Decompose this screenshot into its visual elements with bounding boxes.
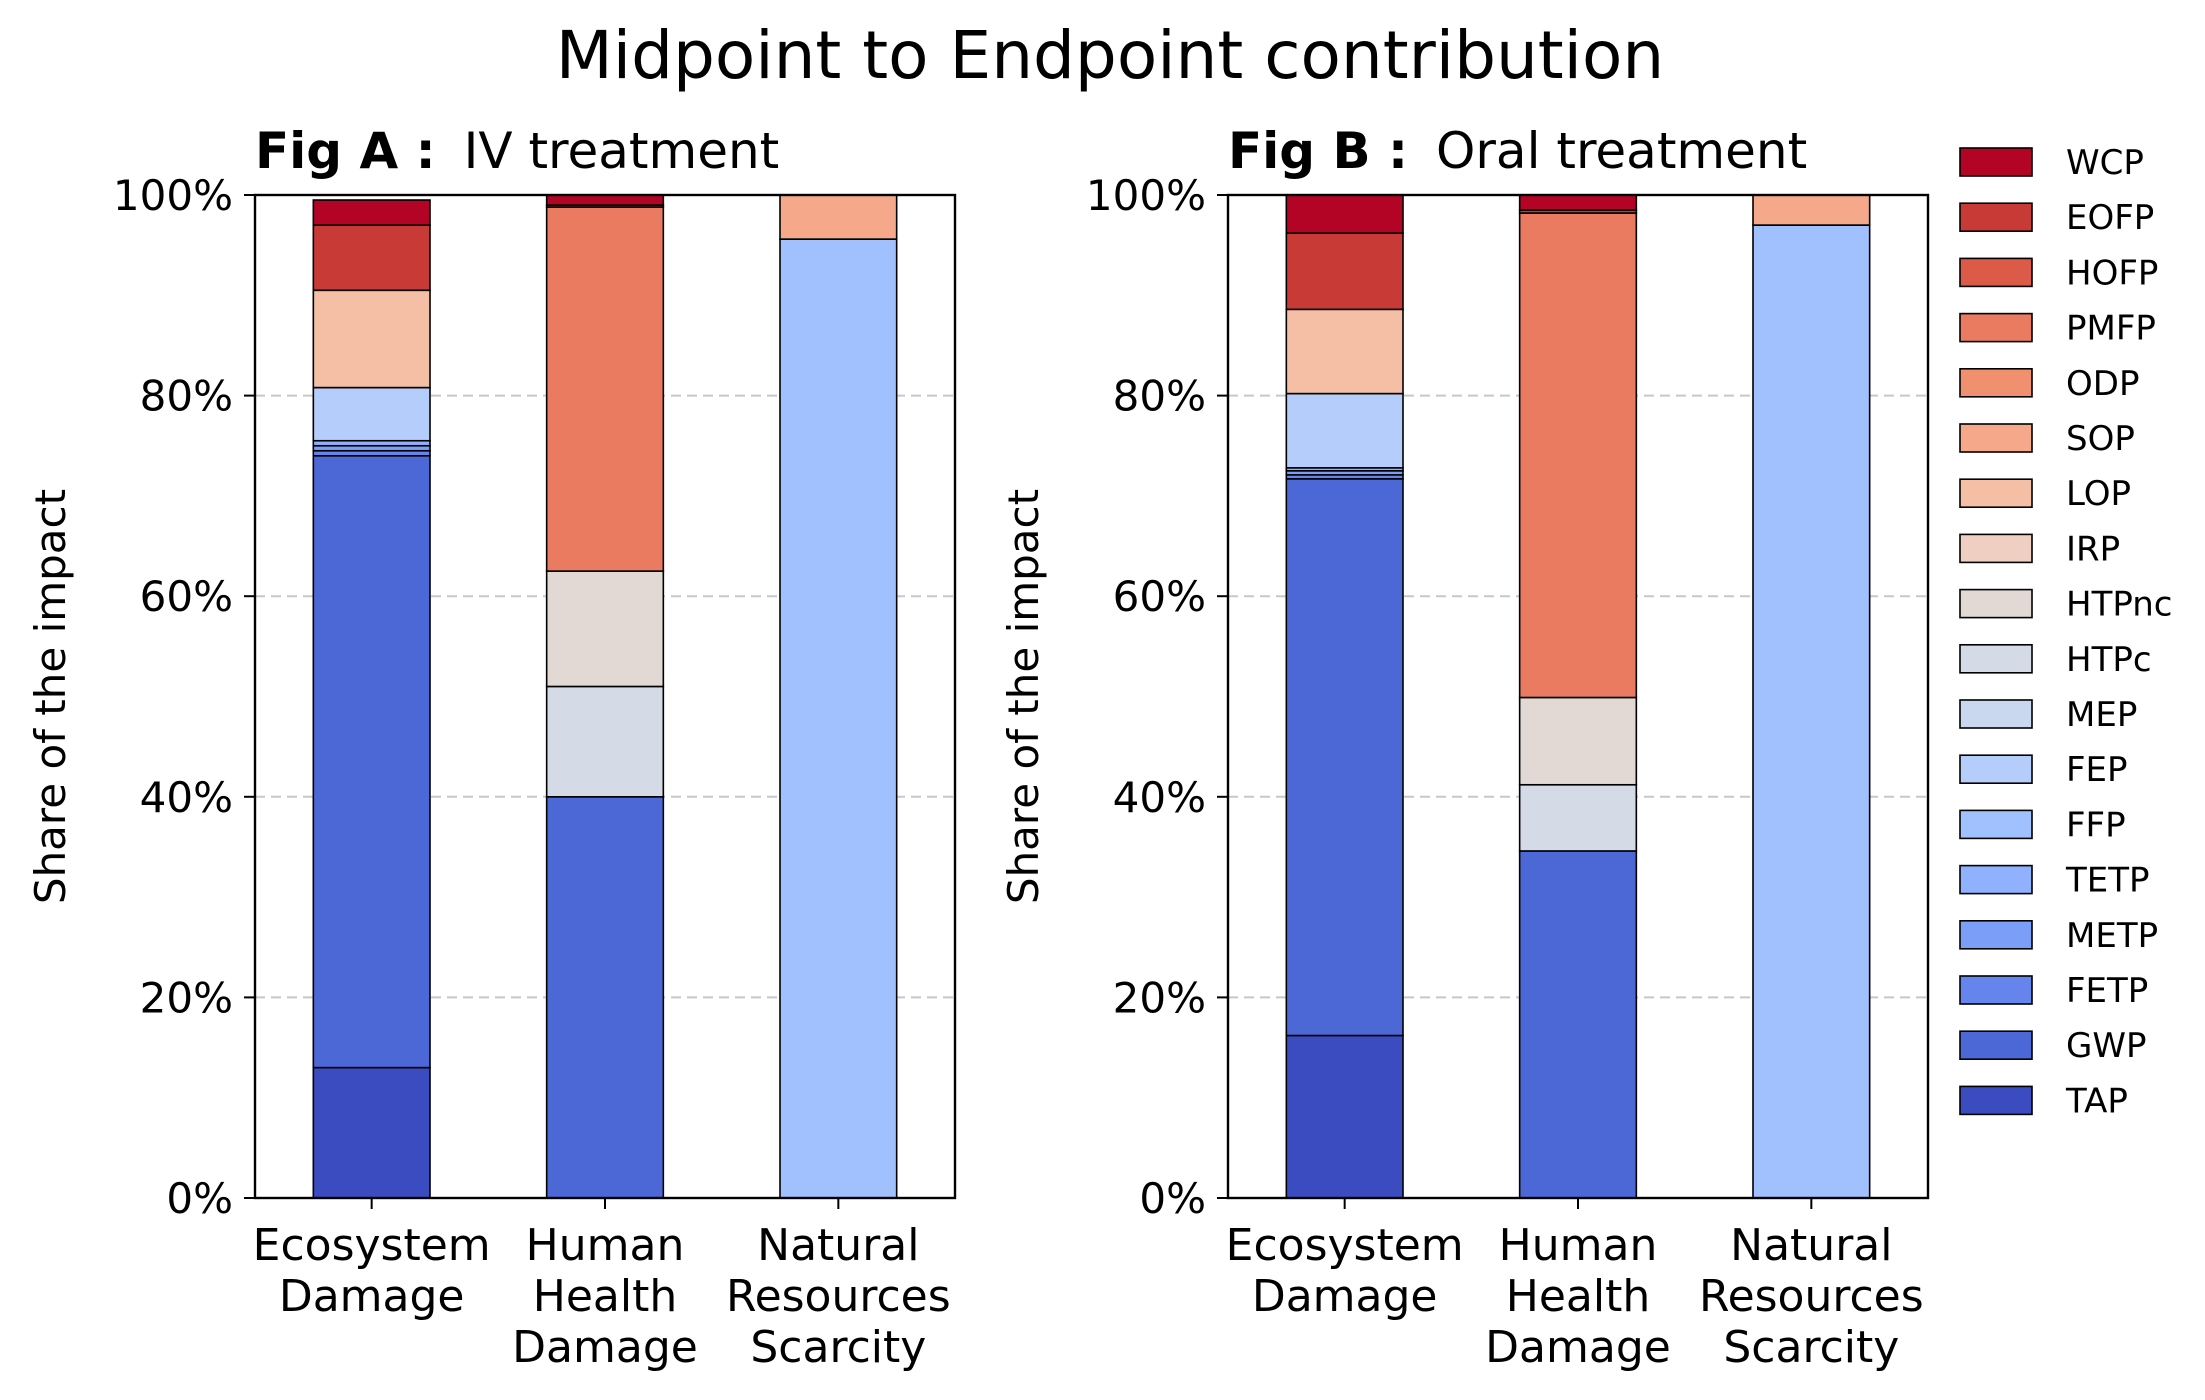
y-tick-label: 40% (140, 773, 233, 822)
bar-segment-lop (312, 289, 431, 389)
y-tick-label: 80% (140, 372, 233, 421)
x-tick-label: Ecosystem Damage (1226, 1220, 1464, 1322)
y-tick-label: 100% (113, 171, 233, 220)
y-tick-label: 100% (1086, 171, 1206, 220)
legend-swatch-fetp (1959, 975, 2033, 1005)
legend-swatch-irp (1959, 533, 2033, 564)
legend-swatch-lop (1959, 478, 2033, 509)
legend-swatch-ffp (1959, 809, 2033, 840)
legend-label-metp: METP (2066, 916, 2158, 956)
x-tick-label: Human Health Damage (1485, 1220, 1671, 1373)
bar-segment-htpc (545, 685, 665, 798)
legend-label-htpnc: HTPnc (2066, 585, 2172, 625)
legend-swatch-pmfp (1959, 312, 2033, 343)
bar-segment-wcp (312, 199, 431, 226)
legend-label-wcp: WCP (2066, 143, 2144, 183)
y-axis-label: Share of the impact (26, 489, 75, 904)
y-tick-label: 60% (1113, 572, 1206, 621)
bar-segment-pmfp (545, 206, 665, 572)
bar-segment-ffp (1752, 224, 1871, 1199)
x-tick-label: Natural Resources Scarcity (1699, 1220, 1924, 1373)
x-tick-label: Natural Resources Scarcity (726, 1220, 951, 1373)
legend-swatch-sop (1959, 423, 2033, 453)
bar-segment-eofp (312, 224, 431, 292)
legend-label-tetp: TETP (2065, 861, 2150, 901)
legend-swatch-htpc (1959, 643, 2033, 674)
y-tick-label: 40% (1113, 773, 1206, 822)
legend-label-gwp: GWP (2066, 1026, 2146, 1066)
legend-swatch-fep (1959, 754, 2033, 785)
y-tick-label: 60% (140, 572, 233, 621)
legend-label-eofp: EOFP (2066, 198, 2154, 238)
bar-segment-eofp (1285, 232, 1404, 311)
panel-title: Fig A : IV treatment (255, 122, 779, 180)
y-tick-label: 20% (140, 973, 233, 1022)
bar-segment-wcp (1285, 194, 1404, 234)
legend-swatch-metp (1959, 919, 2033, 950)
bar-segment-gwp (545, 795, 665, 1199)
axes-frame (1226, 193, 1930, 1200)
bar-segment-htpnc (545, 570, 665, 688)
legend-label-mep: MEP (2066, 695, 2137, 735)
legend-label-sop: SOP (2066, 419, 2135, 459)
legend-swatch-odp (1959, 367, 2033, 398)
y-tick-label: 0% (166, 1174, 233, 1223)
y-tick-label: 0% (1139, 1174, 1206, 1223)
y-tick-label: 20% (1113, 973, 1206, 1022)
bar-segment-htpnc (1518, 696, 1638, 786)
bar-segment-gwp (1518, 850, 1638, 1199)
bar-segment-fep (312, 386, 431, 442)
bar-segment-sop (1752, 194, 1871, 226)
bar-segment-fep (1285, 392, 1404, 469)
bar-segment-wcp (1518, 194, 1638, 211)
bar-segment-gwp (1285, 478, 1404, 1037)
legend-label-fep: FEP (2066, 750, 2128, 790)
legend-swatch-tetp (1959, 864, 2033, 895)
legend-label-ffp: FFP (2066, 805, 2126, 845)
legend-label-pmfp: PMFP (2066, 309, 2156, 349)
panel-title: Fig B : Oral treatment (1228, 122, 1807, 180)
legend-swatch-mep (1959, 699, 2033, 729)
legend-swatch-htpnc (1959, 588, 2033, 619)
legend-label-lop: LOP (2066, 474, 2131, 514)
legend-label-htpc: HTPc (2066, 640, 2152, 680)
bar-segment-tap (312, 1066, 431, 1199)
bar-segment-wcp (545, 194, 665, 206)
legend: WCP EOFP HOFP PMFP ODP SOP LOP IRP HTPnc HTPc MEP F… (1959, 143, 2172, 1121)
x-tick-label: Human Health Damage (512, 1220, 698, 1373)
bar-segment-gwp (312, 454, 431, 1069)
bar-segment-sop (779, 194, 898, 240)
x-tick-label: Ecosystem Damage (253, 1220, 491, 1322)
bar-segment-ffp (779, 238, 898, 1199)
legend-label-hofp: HOFP (2066, 253, 2158, 293)
legend-label-tap: TAP (2065, 1081, 2128, 1121)
bar-segment-tap (1285, 1034, 1404, 1199)
y-axis-label: Share of the impact (999, 489, 1048, 904)
axes-frame (253, 193, 957, 1200)
bar-segment-lop (1285, 308, 1404, 395)
bar-segment-htpc (1518, 783, 1638, 852)
legend-swatch-wcp (1959, 147, 2033, 177)
y-tick-label: 80% (1113, 372, 1206, 421)
legend-label-odp: ODP (2066, 364, 2139, 404)
legend-swatch-hofp (1959, 257, 2033, 288)
legend-swatch-eofp (1959, 202, 2033, 232)
bar-segment-pmfp (1518, 212, 1638, 699)
legend-swatch-gwp (1959, 1030, 2033, 1060)
figure-title: Midpoint to Endpoint contribution (556, 17, 1664, 94)
legend-label-irp: IRP (2066, 529, 2120, 569)
legend-label-fetp: FETP (2066, 971, 2148, 1011)
legend-swatch-tap (1959, 1085, 2033, 1116)
